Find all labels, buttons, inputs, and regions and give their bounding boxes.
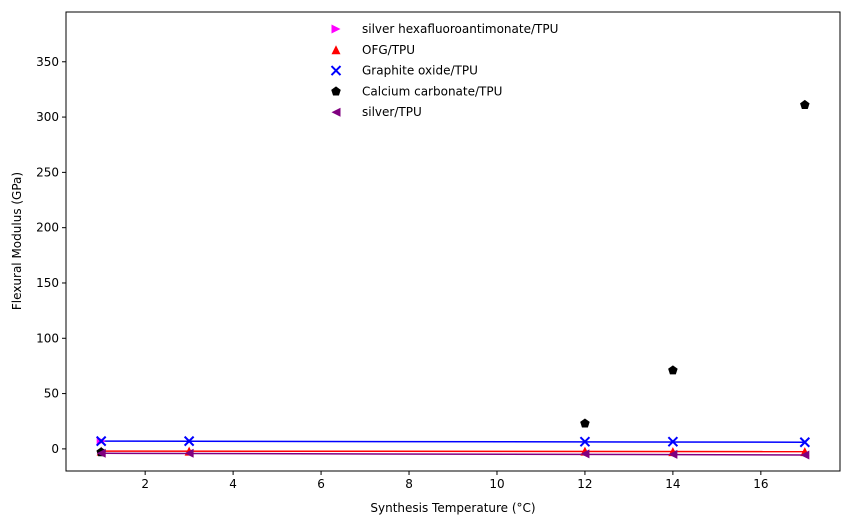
data-point-graphite-oxide-tpu [183, 435, 195, 447]
data-point-graphite-oxide-tpu [579, 436, 591, 447]
x-axis-ticks: 2 4 6 8 10 12 14 16 [141, 471, 768, 491]
x-tick-label: 16 [753, 477, 768, 491]
y-axis-ticks: 0 50 100 150 200 250 300 350 [36, 55, 66, 456]
y-tick-label: 100 [36, 331, 59, 345]
legend-marker-ofg-tpu [331, 45, 341, 55]
data-point-silver-tpu [96, 448, 106, 458]
plot-frame [65, 11, 841, 472]
y-tick-label: 150 [36, 276, 59, 290]
data-point-graphite-oxide-tpu [799, 437, 811, 448]
data-point-silver-tpu [580, 449, 590, 459]
x-axis-label: Synthesis Temperature (°C) [370, 501, 535, 515]
x-tick-label: 6 [317, 477, 325, 491]
legend-marker-graphite-oxide-tpu [330, 65, 342, 76]
y-tick-label: 50 [44, 387, 59, 401]
data-point-silver-tpu [668, 449, 678, 459]
legend-label: Calcium carbonate/TPU [362, 84, 502, 98]
x-tick-label: 2 [141, 477, 149, 491]
data-point-calcium-carbonate-tpu [800, 99, 810, 109]
trend-line-ofg-tpu [101, 450, 805, 453]
data-markers [95, 99, 811, 460]
x-tick-label: 14 [665, 477, 680, 491]
legend-label: silver hexafluoroantimonate/TPU [362, 22, 558, 36]
legend-marker-silver-hexafluoroantimonate-tpu [331, 24, 341, 34]
data-point-graphite-oxide-tpu [667, 436, 679, 447]
data-point-graphite-oxide-tpu [95, 435, 107, 447]
legend: silver hexafluoroantimonate/TPU OFG/TPU Gr… [330, 22, 558, 119]
y-tick-label: 300 [36, 110, 59, 124]
y-tick-label: 350 [36, 55, 59, 69]
x-tick-label: 12 [577, 477, 592, 491]
x-tick-label: 8 [405, 477, 413, 491]
y-tick-label: 200 [36, 221, 59, 235]
x-tick-label: 10 [489, 477, 504, 491]
plot-area [66, 12, 840, 471]
legend-label: silver/TPU [362, 105, 422, 119]
data-point-silver-tpu [184, 448, 194, 458]
data-point-calcium-carbonate-tpu [580, 418, 590, 428]
legend-marker-silver-tpu [331, 107, 341, 117]
legend-label: Graphite oxide/TPU [362, 64, 478, 78]
data-point-calcium-carbonate-tpu [668, 365, 678, 375]
trend-lines [101, 440, 805, 456]
x-tick-label: 4 [229, 477, 237, 491]
legend-marker-calcium-carbonate-tpu [331, 86, 341, 96]
trend-line-graphite-oxide-tpu [101, 440, 805, 443]
y-axis-label: Flexural Modulus (GPa) [10, 172, 24, 310]
y-tick-label: 0 [51, 442, 59, 456]
y-tick-label: 250 [36, 165, 59, 179]
trend-line-silver-tpu [101, 452, 805, 456]
legend-label: OFG/TPU [362, 43, 415, 57]
data-point-silver-tpu [800, 450, 810, 460]
